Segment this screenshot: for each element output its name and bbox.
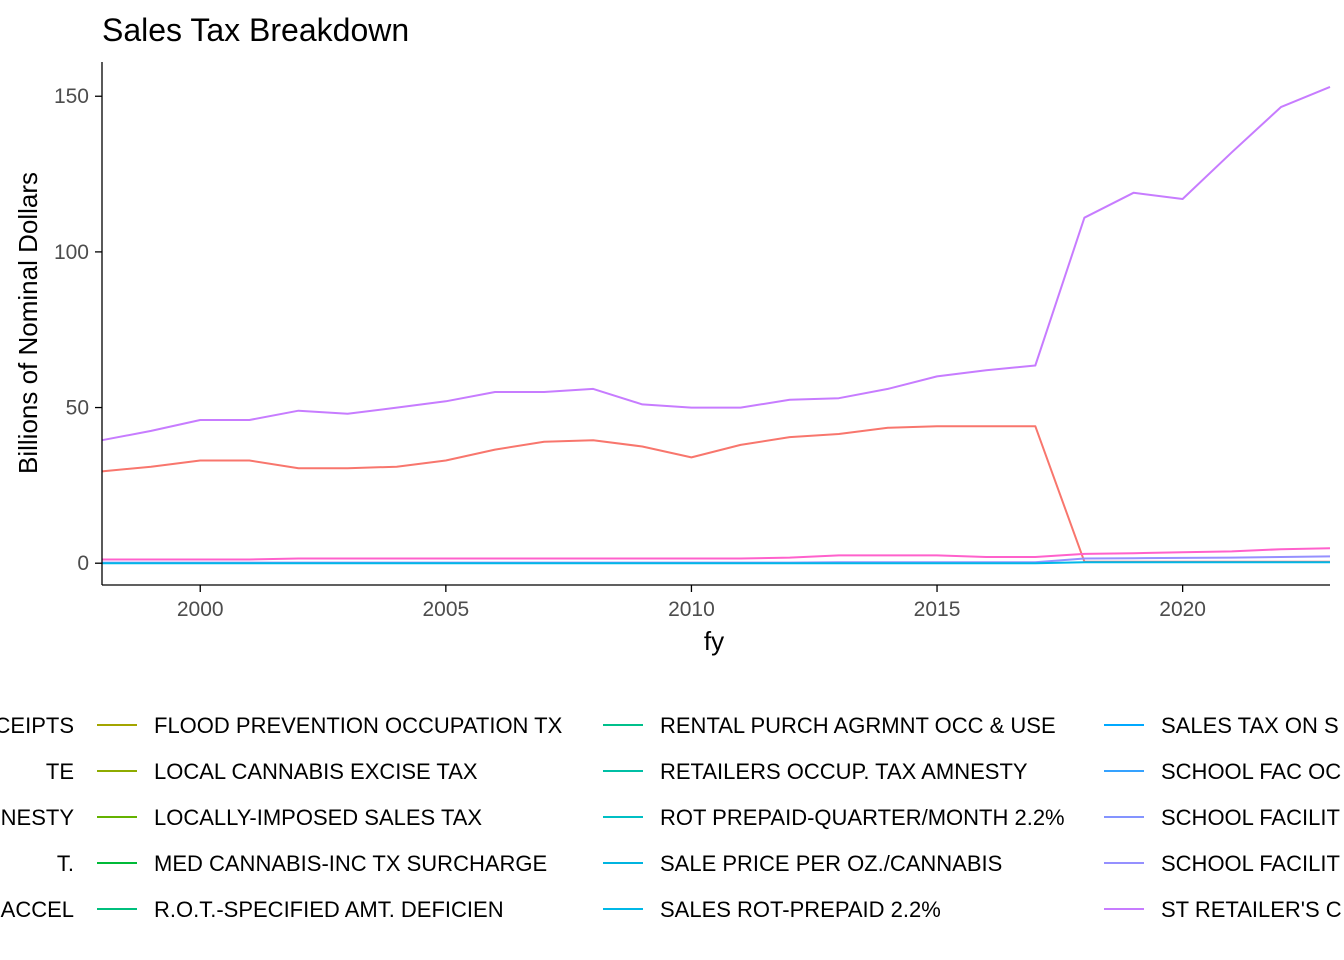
legend-label: NESTY — [1, 805, 75, 830]
y-tick-label: 50 — [66, 397, 89, 420]
plot-lines — [101, 85, 1331, 565]
legend-label: TE — [46, 759, 74, 784]
series-line-0 — [101, 85, 1331, 442]
legend-label: CEIPTS — [0, 713, 74, 738]
x-tick-label: 2020 — [1159, 598, 1206, 621]
y-tick-label: 150 — [54, 85, 89, 108]
legend-label: SCHOOL FACILIT — [1161, 805, 1340, 830]
legend-label: MED CANNABIS-INC TX SURCHARGE — [154, 851, 547, 876]
legend-label: RETAILERS OCCUP. TAX AMNESTY — [660, 759, 1028, 784]
legend-label: -ACCEL — [0, 897, 74, 922]
series-line-4 — [102, 561, 1330, 565]
legend-label: R.O.T.-SPECIFIED AMT. DEFICIEN — [154, 897, 504, 922]
legend-label: SALE PRICE PER OZ./CANNABIS — [660, 851, 1002, 876]
legend-label: SCHOOL FAC OC — [1161, 759, 1341, 784]
y-tick-label: 0 — [77, 552, 89, 575]
legend-label: LOCALLY-IMPOSED SALES TAX — [154, 805, 482, 830]
y-ticks: 0 50 100 150 — [54, 85, 102, 575]
x-tick-label: 2010 — [668, 598, 715, 621]
legend-label: ROT PREPAID-QUARTER/MONTH 2.2% — [660, 805, 1065, 830]
x-tick-label: 2015 — [914, 598, 961, 621]
y-axis-title: Billions of Nominal Dollars — [13, 172, 43, 474]
x-axis-title: fy — [704, 626, 724, 656]
legend-label: RENTAL PURCH AGRMNT OCC & USE — [660, 713, 1056, 738]
legend: CEIPTS TE NESTY T. -ACCEL FLOOD PREVENTION OC… — [0, 713, 1342, 922]
chart-title: Sales Tax Breakdown — [102, 12, 409, 48]
x-ticks: 2000 2005 2010 2015 2020 — [177, 585, 1206, 621]
legend-label: FLOOD PREVENTION OCCUPATION TX — [154, 713, 563, 738]
legend-label: SALES TAX ON S — [1161, 713, 1339, 738]
legend-label: SCHOOL FACILIT — [1161, 851, 1340, 876]
legend-label: T. — [57, 851, 74, 876]
legend-label: SALES ROT-PREPAID 2.2% — [660, 897, 941, 922]
x-tick-label: 2005 — [422, 598, 469, 621]
series-line-1 — [101, 425, 1330, 563]
series-line-2 — [102, 547, 1331, 561]
x-tick-label: 2000 — [177, 598, 224, 621]
legend-label: LOCAL CANNABIS EXCISE TAX — [154, 759, 478, 784]
legend-label: ST RETAILER'S C — [1161, 897, 1342, 922]
y-tick-label: 100 — [54, 241, 89, 264]
